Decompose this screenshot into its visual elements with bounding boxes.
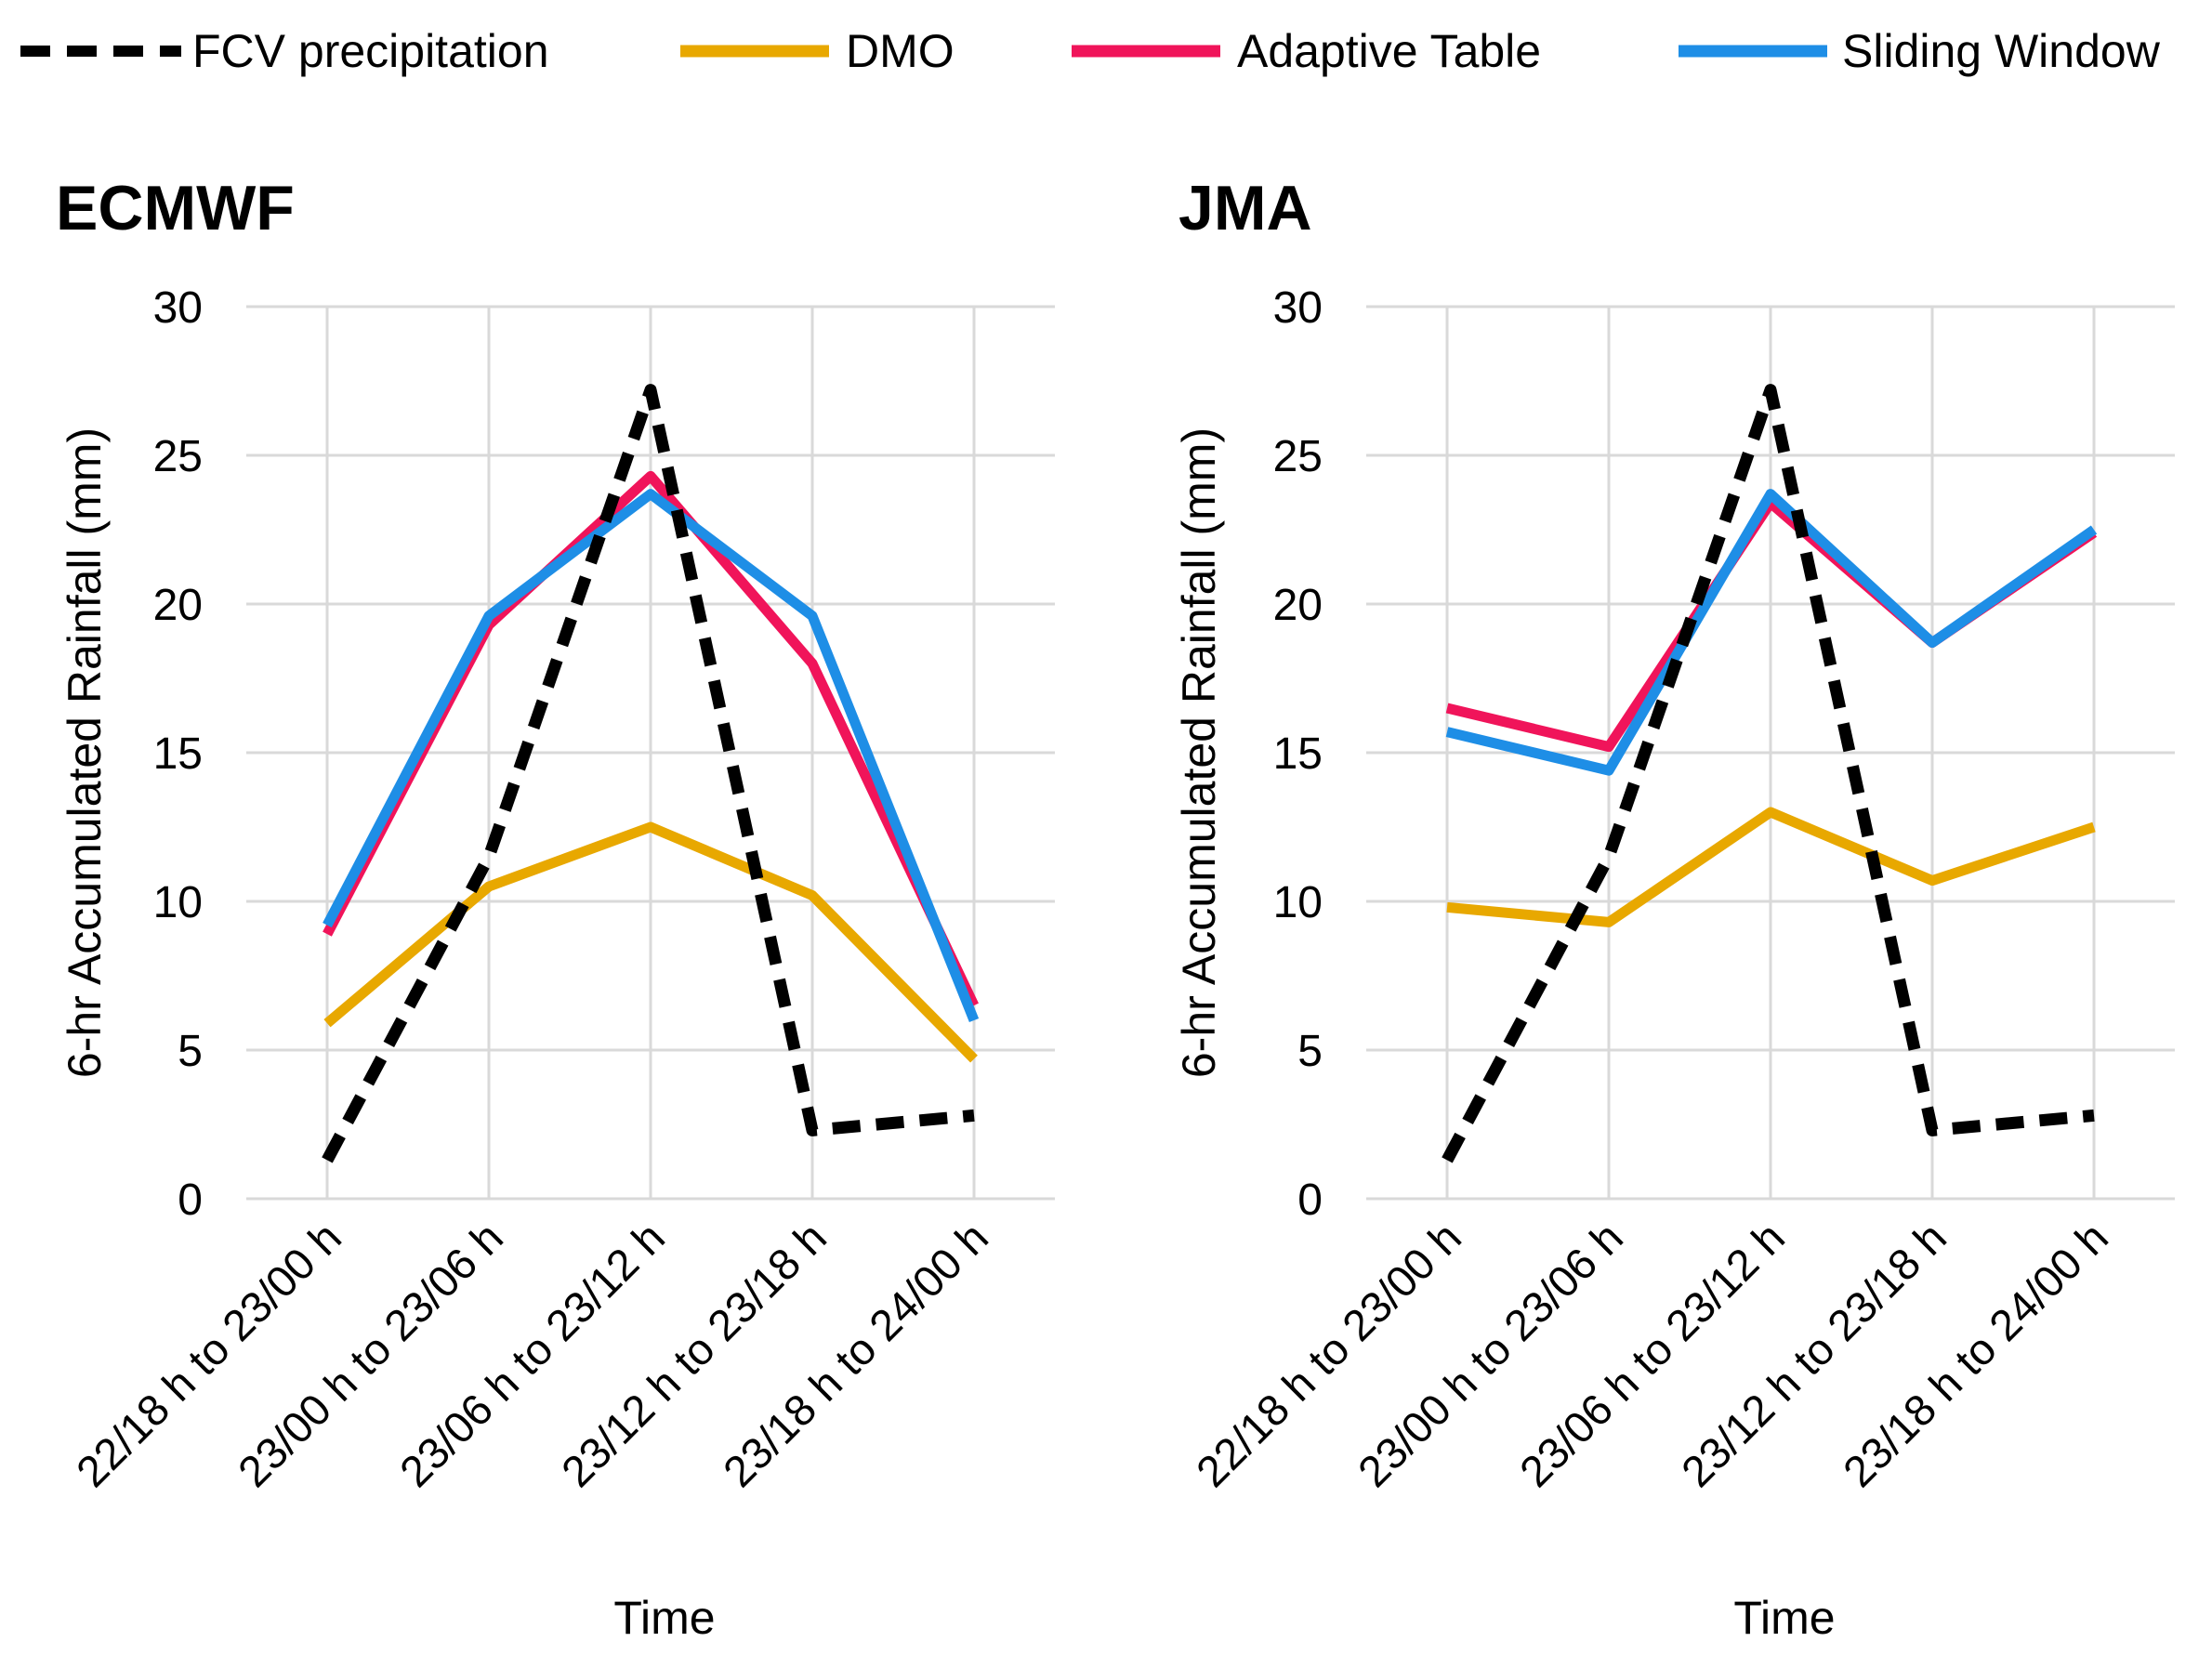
x-tick-label: 23/18 h to 24/00 h <box>1834 1213 2117 1496</box>
y-tick-label: 10 <box>153 878 203 927</box>
y-tick-label: 25 <box>153 432 203 481</box>
legend-item-adaptive-table: Adaptive Table <box>1072 25 1541 77</box>
data-point-fcv-precipitation <box>972 1113 976 1117</box>
y-tick-label: 5 <box>178 1027 203 1076</box>
data-point-dmo <box>487 885 491 888</box>
x-tick-label: 22/18 h to 23/00 h <box>67 1213 350 1496</box>
data-point-adaptive-table <box>325 932 329 936</box>
y-tick-label: 20 <box>153 581 203 630</box>
y-tick-label: 15 <box>1273 729 1323 779</box>
data-point-dmo <box>325 1021 329 1025</box>
data-point-fcv-precipitation <box>1930 1128 1934 1132</box>
series-line-sliding-window <box>323 489 980 1023</box>
data-point-sliding-window <box>1769 493 1772 496</box>
data-point-sliding-window <box>1930 641 1934 645</box>
y-tick-label: 20 <box>1273 581 1323 630</box>
legend-label: Adaptive Table <box>1237 25 1541 77</box>
data-point-sliding-window <box>2092 528 2096 532</box>
series-line-sliding-window <box>1445 489 2098 776</box>
data-point-sliding-window <box>1445 730 1449 734</box>
data-point-fcv-precipitation <box>325 1158 329 1162</box>
data-point-sliding-window <box>487 614 491 618</box>
data-point-dmo <box>1607 920 1611 924</box>
legend: FCV precipitation DMO Adaptive Table Slidin… <box>20 25 2161 77</box>
y-tick-label: 5 <box>1297 1027 1323 1076</box>
x-tick-label: 23/06 h to 23/12 h <box>1510 1213 1794 1496</box>
x-tick-label: 23/12 h to 23/18 h <box>552 1213 836 1496</box>
data-point-fcv-precipitation <box>487 855 491 859</box>
y-axis-label: 6-hr Accumulated Rainfall (mm) <box>59 427 111 1078</box>
data-point-fcv-precipitation <box>649 388 652 392</box>
x-tick-label: 23/00 h to 23/06 h <box>229 1213 512 1496</box>
data-point-fcv-precipitation <box>1445 1158 1449 1162</box>
x-tick-label: 23/00 h to 23/06 h <box>1349 1213 1632 1496</box>
x-tick-label: 23/18 h to 24/00 h <box>714 1213 997 1496</box>
y-tick-label: 30 <box>153 283 203 333</box>
data-point-dmo <box>1769 810 1772 814</box>
series-line-fcv-precipitation <box>1442 384 2095 1163</box>
legend-item-dmo: DMO <box>680 25 955 77</box>
data-point-fcv-precipitation <box>1769 388 1772 392</box>
y-axis-label: 6-hr Accumulated Rainfall (mm) <box>1173 427 1225 1078</box>
legend-item-fcv-precipitation: FCV precipitation <box>20 25 549 77</box>
y-tick-label: 0 <box>1297 1176 1323 1225</box>
data-point-fcv-precipitation <box>2092 1113 2096 1117</box>
data-point-dmo <box>972 1057 976 1061</box>
x-axis-label: Time <box>1733 1592 1835 1644</box>
y-tick-label: 10 <box>1273 878 1323 927</box>
data-point-dmo <box>649 825 652 829</box>
legend-item-sliding-window: Sliding Window <box>1679 25 2161 77</box>
ecmwf-panel: ECMWF 0 5 10 15 20 25 30 22/18 h to 23/00 h23/00… <box>56 173 1055 1644</box>
series-line-fcv-precipitation <box>322 384 975 1163</box>
x-axis-label: Time <box>613 1592 715 1644</box>
jma-panel: JMA 0 5 10 15 20 25 30 22/18 h to 23/00 h23/00 h… <box>1173 173 2175 1644</box>
data-point-dmo <box>2092 825 2096 829</box>
data-point-adaptive-table <box>1445 706 1449 710</box>
data-point-dmo <box>1445 905 1449 909</box>
y-tick-label: 25 <box>1273 432 1323 481</box>
y-tick-label: 0 <box>178 1176 203 1225</box>
legend-label: Sliding Window <box>1842 25 2161 77</box>
panel-title: ECMWF <box>56 173 295 243</box>
x-tick-label: 23/06 h to 23/12 h <box>390 1213 674 1496</box>
data-point-sliding-window <box>325 924 329 927</box>
x-tick-label: 22/18 h to 23/00 h <box>1187 1213 1470 1496</box>
data-point-sliding-window <box>972 1018 976 1022</box>
y-tick-label: 15 <box>153 729 203 779</box>
data-point-dmo <box>1930 879 1934 883</box>
series-line-dmo <box>323 821 978 1063</box>
data-point-sliding-window <box>1607 768 1611 772</box>
data-point-sliding-window <box>649 493 652 496</box>
data-point-sliding-window <box>810 614 814 618</box>
panel-title: JMA <box>1178 173 1312 243</box>
series-line-dmo <box>1446 807 2096 927</box>
x-tick-label: 23/12 h to 23/18 h <box>1672 1213 1955 1496</box>
legend-label: FCV precipitation <box>192 25 549 77</box>
legend-label: DMO <box>846 25 955 77</box>
data-point-fcv-precipitation <box>810 1128 814 1132</box>
data-point-adaptive-table <box>649 474 652 478</box>
data-point-adaptive-table <box>1607 745 1611 749</box>
data-point-dmo <box>810 894 814 898</box>
data-point-adaptive-table <box>810 662 814 665</box>
data-point-fcv-precipitation <box>1607 855 1611 859</box>
y-tick-label: 30 <box>1273 283 1323 333</box>
